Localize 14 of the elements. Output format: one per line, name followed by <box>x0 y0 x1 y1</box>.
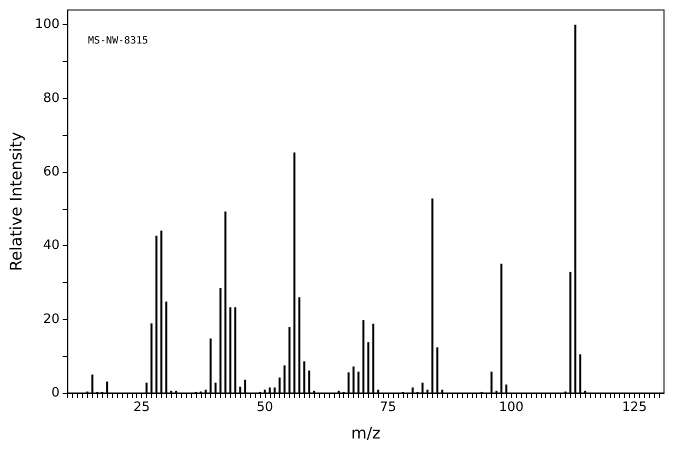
y-tick-label: 20 <box>43 312 60 327</box>
y-tick-label: 0 <box>51 386 60 400</box>
y-tick-label: 60 <box>43 164 60 180</box>
x-tick-label: 75 <box>380 400 396 415</box>
y-tick-label: 80 <box>43 90 60 106</box>
x-tick-label: 25 <box>133 400 150 415</box>
x-tick-label: 100 <box>498 400 524 415</box>
x-tick-label: 50 <box>256 400 274 415</box>
y-axis-title: Relative Intensity <box>6 132 26 272</box>
y-tick-label: 40 <box>43 238 60 254</box>
annotation: MS-NW-8315 <box>88 36 148 46</box>
y-tick-label: 100 <box>34 17 60 32</box>
x-tick-label: 125 <box>622 400 647 415</box>
x-axis-title: m/z <box>351 424 381 442</box>
